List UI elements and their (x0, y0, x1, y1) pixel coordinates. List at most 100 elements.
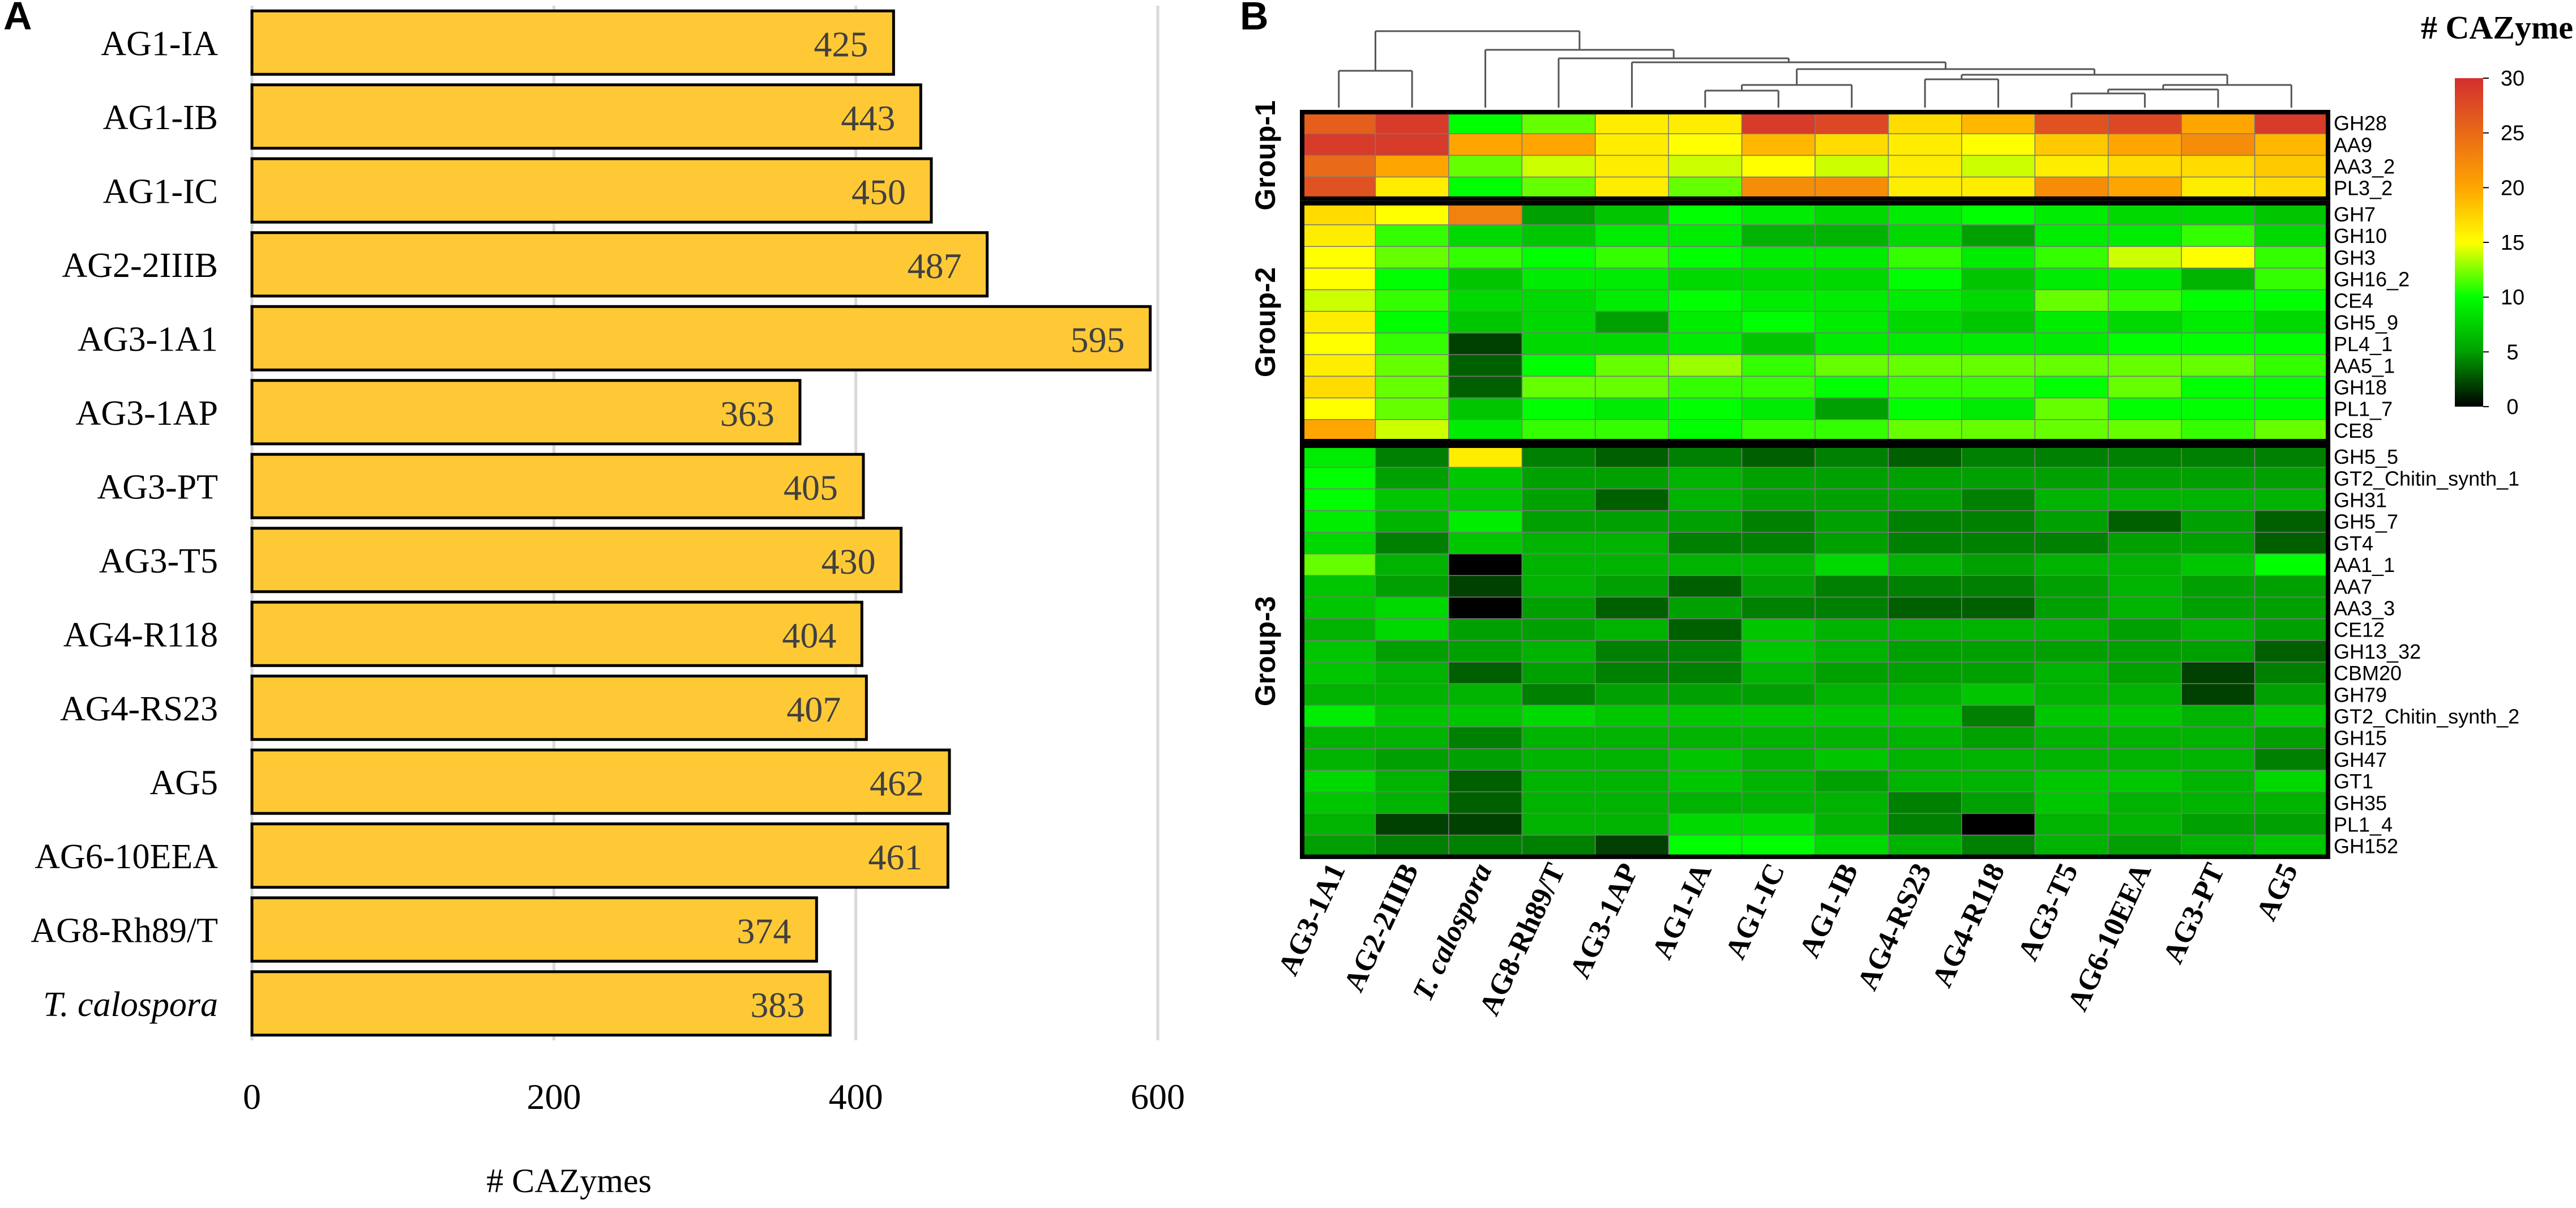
bar-ag3-pt (250, 453, 865, 519)
heatmap-cell (1521, 791, 1596, 814)
heatmap-cell (1961, 112, 2036, 134)
heatmap-cell (2034, 311, 2109, 334)
heatmap-cell (1888, 246, 1962, 269)
heatmap-cell (1375, 112, 1449, 134)
heatmap-cell (1815, 155, 1889, 178)
heatmap-cell (1375, 311, 1449, 334)
group-border (1300, 443, 2330, 859)
heatmap-cell (1594, 155, 1669, 178)
heatmap-cell (2181, 311, 2256, 334)
heatmap-cell (1302, 397, 1376, 420)
heatmap-cell (1668, 532, 1743, 554)
group-border (1300, 200, 2330, 443)
row-label: GH35 (2334, 791, 2387, 814)
heatmap-cell (1741, 311, 1816, 334)
heatmap-cell (2254, 445, 2329, 468)
heatmap-cell (2181, 661, 2256, 684)
heatmap-cell (2107, 575, 2182, 598)
heatmap-cell (1594, 354, 1669, 377)
heatmap-cell (1888, 419, 1962, 442)
column-label: AG3-PT (2157, 859, 2231, 968)
row-label: GH10 (2334, 224, 2387, 247)
column-label: AG5 (2250, 859, 2305, 925)
heatmap-cell (2034, 618, 2109, 641)
heatmap-cell (1888, 791, 1962, 814)
heatmap-cell (1741, 683, 1816, 706)
heatmap-cell (2254, 553, 2329, 576)
heatmap-cell (1815, 553, 1889, 576)
heatmap-cell (1668, 267, 1743, 291)
heatmap-cell (1888, 813, 1962, 836)
heatmap-cell (2107, 246, 2182, 269)
heatmap-cell (2181, 748, 2256, 771)
heatmap-cell (1594, 532, 1669, 554)
heatmap-cell (1521, 488, 1596, 511)
heatmap-cell (1594, 705, 1669, 728)
heatmap-cell (2107, 289, 2182, 312)
heatmap-cell (2181, 488, 2256, 511)
heatmap-cell (2254, 596, 2329, 620)
heatmap-cell (1888, 748, 1962, 771)
heatmap-cell (1594, 618, 1669, 641)
heatmap-cell (1448, 834, 1523, 857)
heatmap-cell (1521, 640, 1596, 663)
row-label: PL1_4 (2334, 813, 2393, 836)
heatmap-cell (1888, 510, 1962, 533)
heatmap-cell (1302, 289, 1376, 312)
heatmap-cell (2254, 419, 2329, 442)
heatmap-cell (1594, 640, 1669, 663)
heatmap-cell (2107, 553, 2182, 576)
heatmap-cell (1888, 467, 1962, 490)
heatmap-cell (2181, 112, 2256, 134)
heatmap-cell (2181, 467, 2256, 490)
heatmap-cell (1815, 834, 1889, 857)
heatmap-cell (1375, 203, 1449, 225)
heatmap-cell (1448, 553, 1523, 576)
heatmap-cell (1448, 311, 1523, 334)
heatmap-cell (2107, 748, 2182, 771)
heatmap-cell (2107, 596, 2182, 620)
heatmap-cell (1888, 596, 1962, 620)
bar-ag2-2iiib (250, 231, 989, 298)
heatmap-cell (1302, 267, 1376, 291)
heatmap-cell (1375, 791, 1449, 814)
column-label: AG1-IB (1793, 859, 1864, 963)
heatmap-cell (1668, 834, 1743, 857)
heatmap-cell (1594, 596, 1669, 620)
heatmap-cell (1961, 748, 2036, 771)
heatmap-cell (1961, 683, 2036, 706)
heatmap-cell (1375, 176, 1449, 199)
group-borders (1300, 110, 2330, 859)
heatmap-cell (1448, 419, 1523, 442)
heatmap-cell (1521, 419, 1596, 442)
heatmap-cell (2107, 397, 2182, 420)
heatmap-cell (2034, 375, 2109, 399)
heatmap-cell (1594, 791, 1669, 814)
heatmap-cell (1375, 834, 1449, 857)
heatmap-cell (1448, 748, 1523, 771)
heatmap-cell (1888, 726, 1962, 749)
heatmap-cell (2181, 553, 2256, 576)
heatmap-cell (1668, 397, 1743, 420)
heatmap-cell (1815, 467, 1889, 490)
colorbar (2455, 78, 2483, 407)
heatmap-cell (1668, 553, 1743, 576)
heatmap-cell (1448, 640, 1523, 663)
heatmap-cell (2254, 726, 2329, 749)
heatmap-cell (1521, 155, 1596, 178)
heatmap-cell (2181, 224, 2256, 247)
heatmap-cell (2034, 332, 2109, 355)
heatmap-cell (1741, 155, 1816, 178)
heatmap-cell (1521, 834, 1596, 857)
heatmap-cell (2034, 445, 2109, 468)
heatmap-cell (1302, 748, 1376, 771)
heatmap-cell (1668, 748, 1743, 771)
heatmap-cell (1521, 246, 1596, 269)
heatmap-cell (2254, 311, 2329, 334)
heatmap-cell (1668, 133, 1743, 156)
row-label: AA9 (2334, 133, 2372, 156)
heatmap-cell (1815, 618, 1889, 641)
bar-value-label: 363 (720, 394, 774, 434)
heatmap-cell (1815, 267, 1889, 291)
heatmap-cell (2034, 661, 2109, 684)
